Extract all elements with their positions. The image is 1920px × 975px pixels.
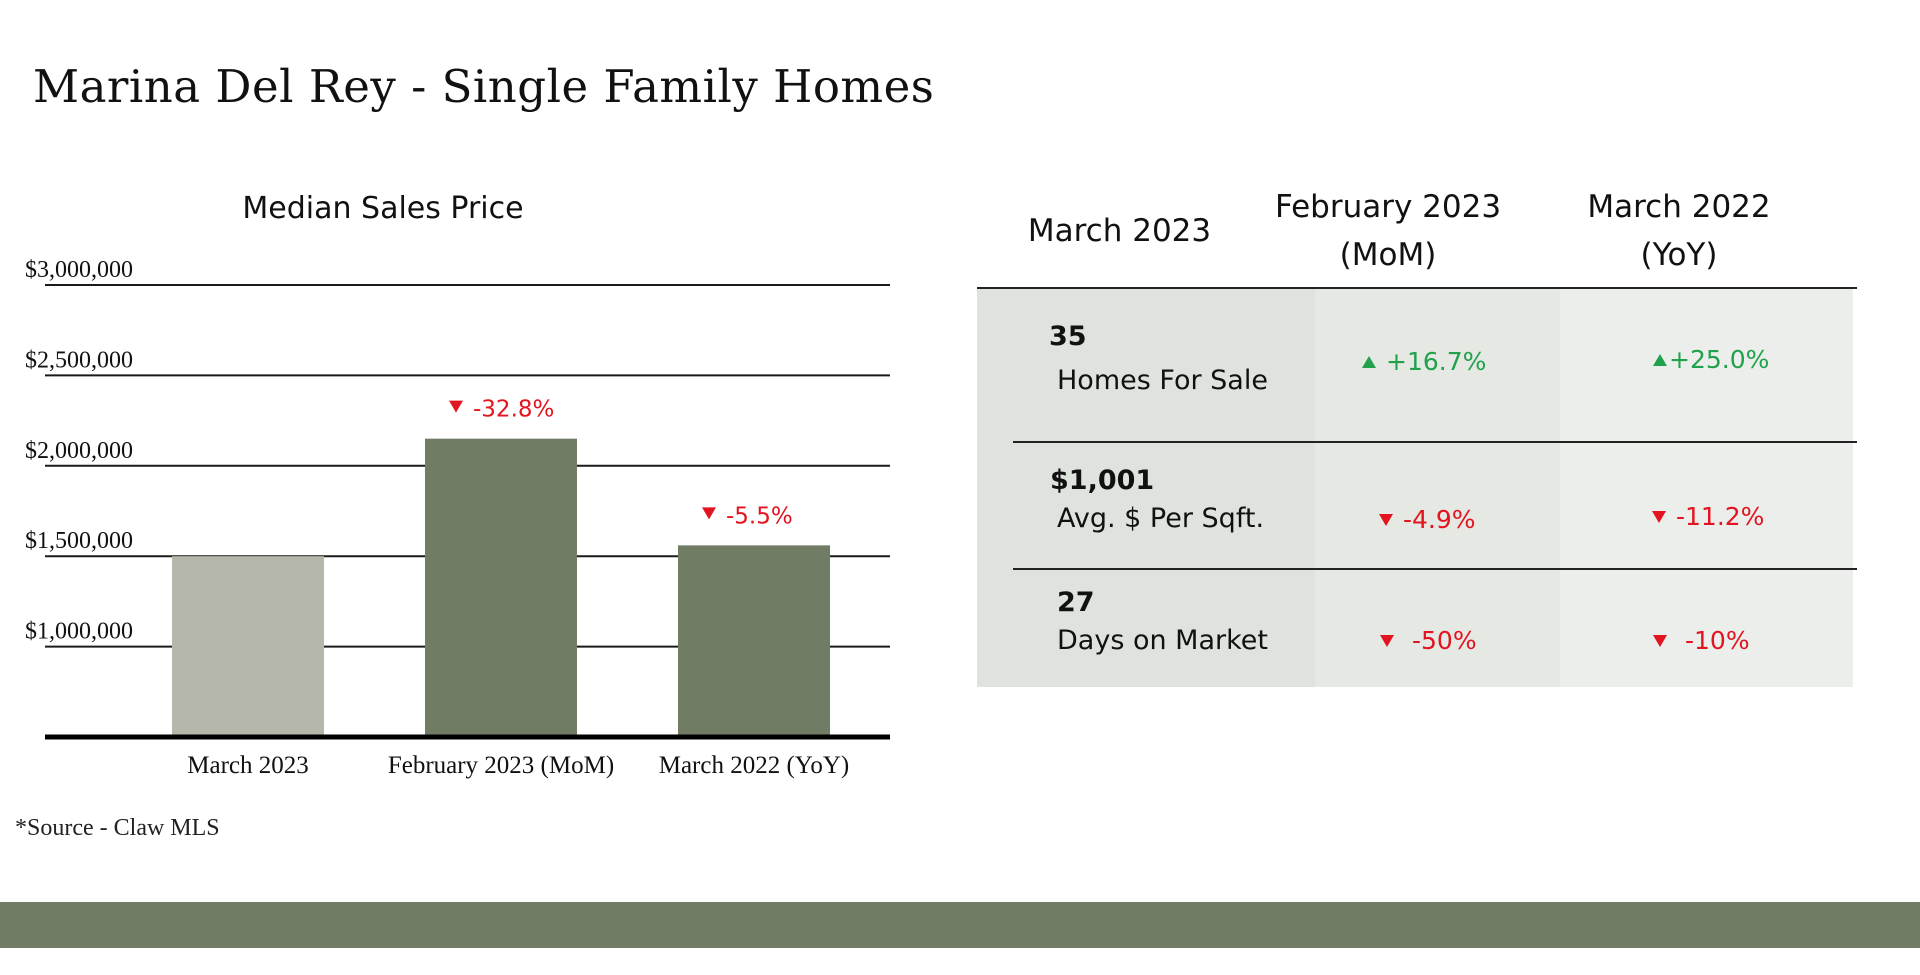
down-triangle-icon xyxy=(1380,634,1394,647)
avg-price-per-sqft-yoy-change: -11.2% xyxy=(1652,502,1764,531)
footer-band xyxy=(0,902,1920,948)
avg-price-per-sqft-mom-value: -4.9% xyxy=(1403,505,1476,534)
down-triangle-icon xyxy=(702,507,716,520)
down-triangle-icon xyxy=(1379,513,1393,526)
stats-row-divider xyxy=(1013,568,1857,570)
page-title: Marina Del Rey - Single Family Homes xyxy=(33,60,935,113)
days-on-market-yoy-value: -10% xyxy=(1685,626,1750,655)
stats-header-current: March 2023 xyxy=(1027,213,1212,249)
homes-for-sale-value: 35 xyxy=(1049,321,1087,352)
stats-column-yoy xyxy=(1560,289,1853,687)
y-tick-label: $2,500,000 xyxy=(25,347,133,373)
homes-for-sale-mom-change: +16.7% xyxy=(1362,347,1486,376)
avg-price-per-sqft-label: Avg. $ Per Sqft. xyxy=(1057,503,1265,534)
down-triangle-icon xyxy=(449,400,463,413)
stats-header-row: March 2023 February 2023 (MoM) March 202… xyxy=(977,175,1857,289)
chart-title: Median Sales Price xyxy=(242,191,523,226)
bar xyxy=(678,545,830,737)
avg-price-per-sqft-value: $1,001 xyxy=(1050,465,1155,496)
stats-row-divider xyxy=(1013,441,1857,443)
up-triangle-icon xyxy=(1362,355,1376,368)
stats-column-current xyxy=(977,289,1315,687)
days-on-market-mom-change: -50% xyxy=(1380,626,1477,655)
y-tick-label: $3,000,000 xyxy=(25,257,133,283)
stats-header-divider xyxy=(977,287,1857,289)
homes-for-sale-label: Homes For Sale xyxy=(1057,365,1268,396)
y-tick-label: $1,000,000 xyxy=(25,619,133,645)
stats-table: March 2023 February 2023 (MoM) March 202… xyxy=(977,175,1857,687)
bar xyxy=(172,556,324,737)
down-triangle-icon xyxy=(1653,634,1667,647)
days-on-market-mom-value: -50% xyxy=(1412,626,1477,655)
avg-price-per-sqft-mom-change: -4.9% xyxy=(1379,505,1476,534)
x-tick-label: March 2022 (YoY) xyxy=(659,752,850,779)
y-tick-label: $2,000,000 xyxy=(25,438,133,464)
y-tick-label: $1,500,000 xyxy=(25,528,133,554)
x-tick-label: February 2023 (MoM) xyxy=(388,752,614,779)
days-on-market-yoy-change: -10% xyxy=(1653,626,1750,655)
stats-header-yoy: March 2022 (YoY) xyxy=(1587,189,1771,273)
stats-header-mom: February 2023 (MoM) xyxy=(1274,189,1502,273)
median-sales-price-chart: Median Sales Price $1,000,000 $1,500,000 $2… xyxy=(25,191,890,779)
down-triangle-icon xyxy=(1652,510,1666,523)
stats-body: 35 Homes For Sale +16.7% +25.0% $1,001 A… xyxy=(977,289,1857,687)
homes-for-sale-yoy-value: +25.0% xyxy=(1669,345,1770,374)
homes-for-sale-yoy-change: +25.0% xyxy=(1653,345,1769,374)
bar-annotation: -5.5% xyxy=(726,503,793,529)
x-tick-label: March 2023 xyxy=(187,752,309,779)
bar xyxy=(425,438,577,737)
source-note: *Source - Claw MLS xyxy=(15,815,220,841)
days-on-market-value: 27 xyxy=(1057,587,1095,618)
days-on-market-label: Days on Market xyxy=(1057,625,1268,656)
avg-price-per-sqft-yoy-value: -11.2% xyxy=(1676,502,1765,531)
homes-for-sale-mom-value: +16.7% xyxy=(1386,347,1487,376)
stats-column-mom xyxy=(1315,289,1560,687)
bar-annotation: -32.8% xyxy=(473,397,554,423)
up-triangle-icon xyxy=(1653,353,1667,366)
